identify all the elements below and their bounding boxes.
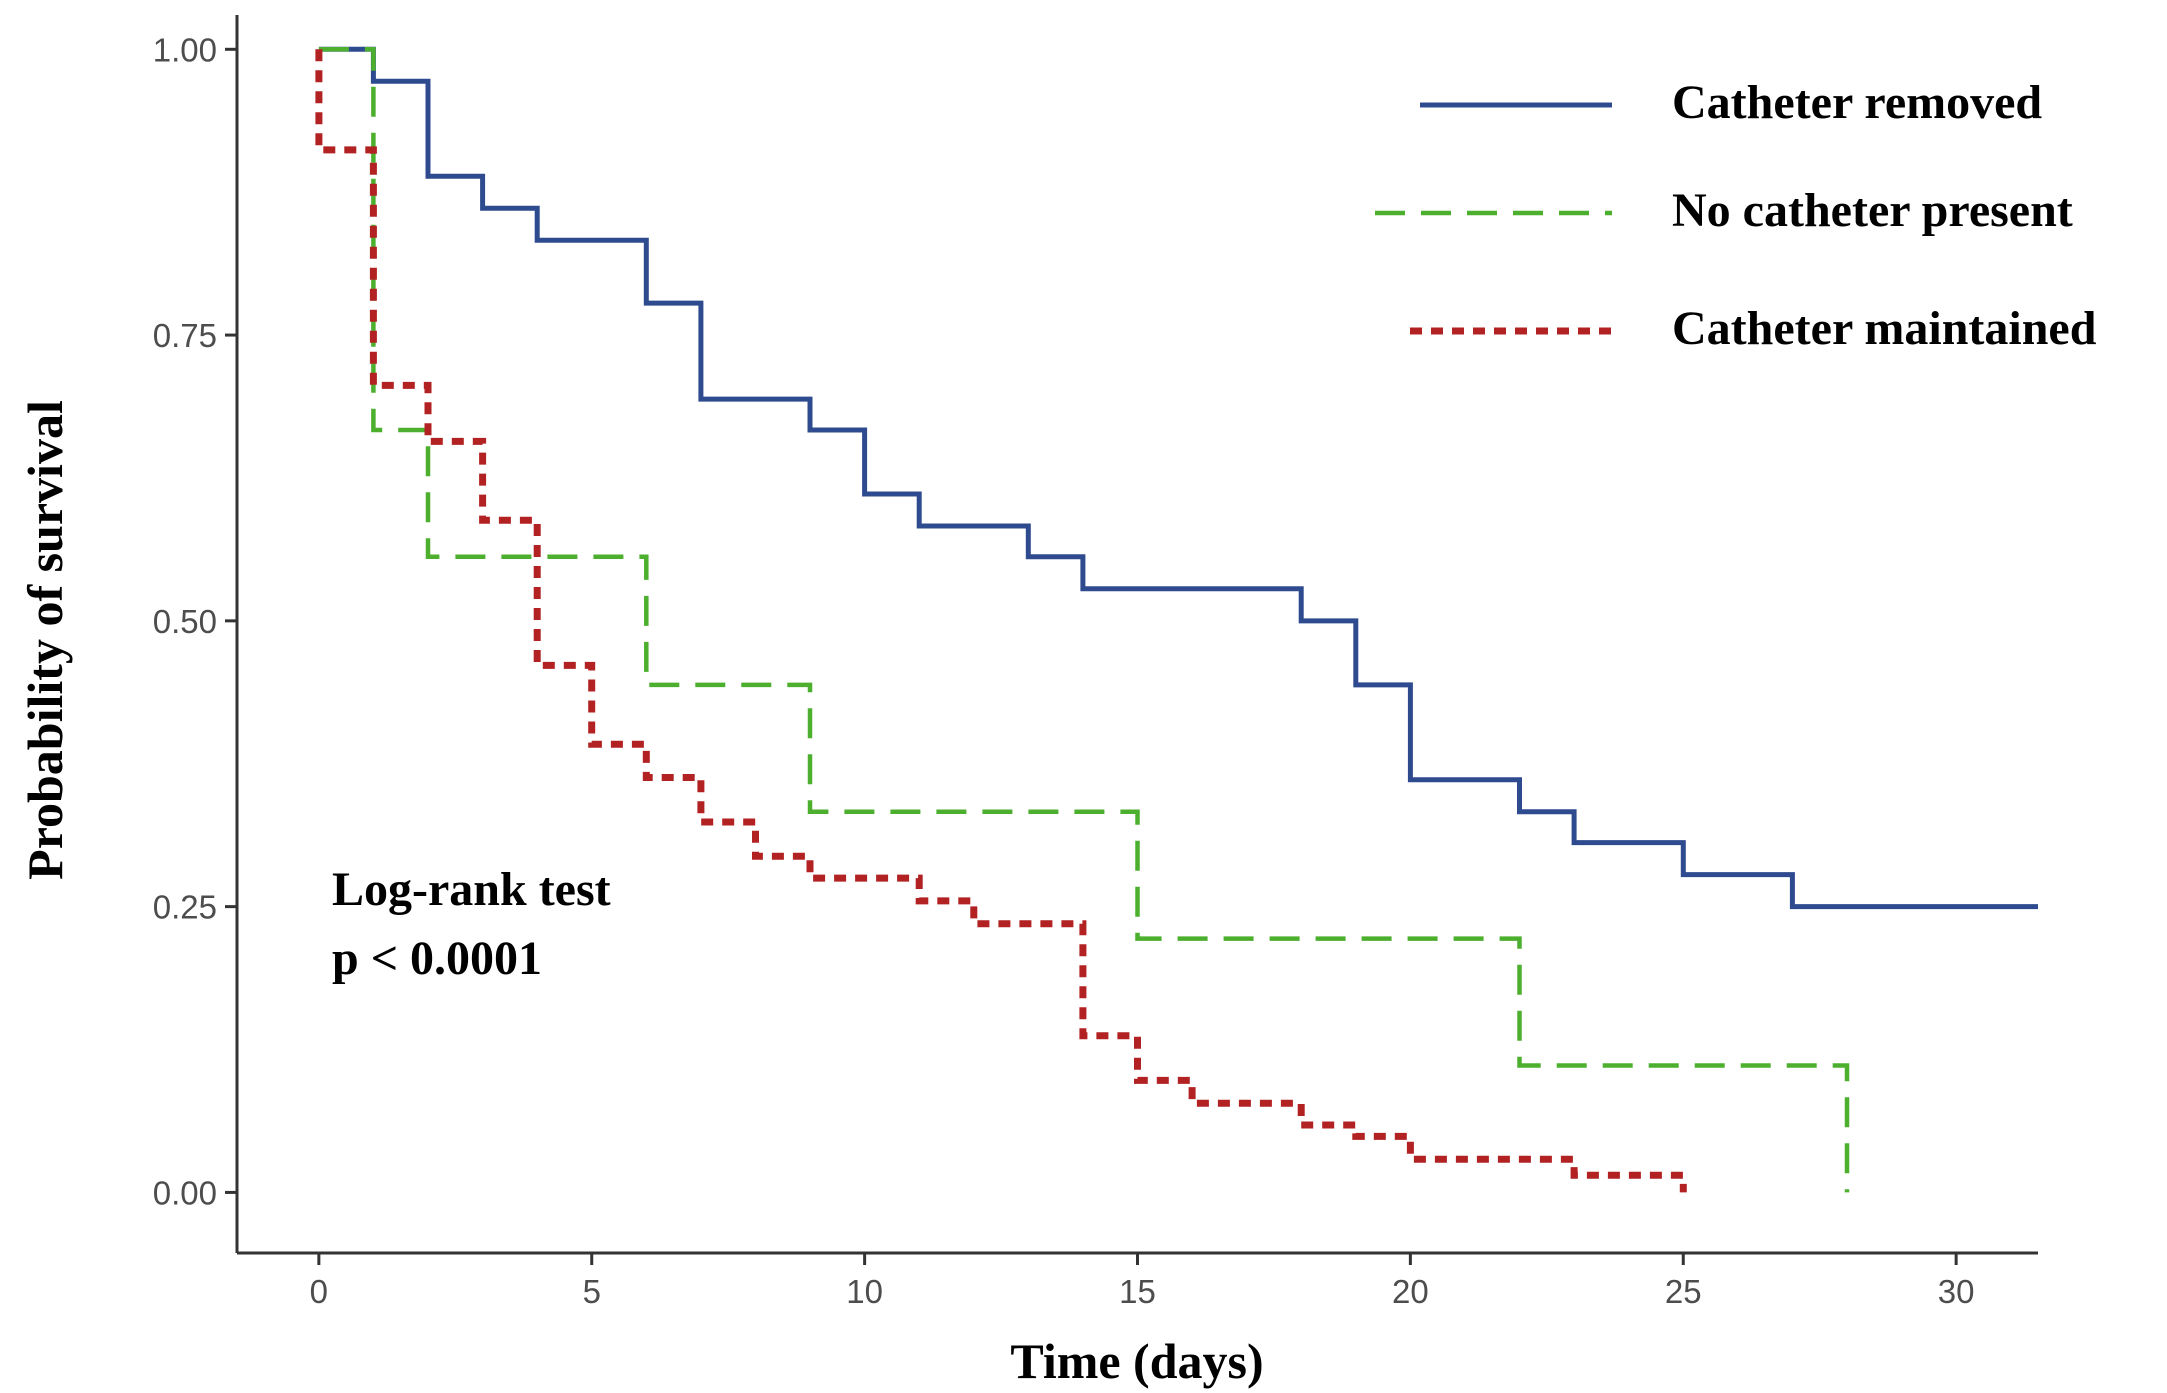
series-line-2 bbox=[318, 47, 1850, 1193]
ticks: 0 5 10 15 20 25 30 0.00 0.25 0.50 0.75 1.00 bbox=[153, 31, 1975, 1310]
legend-label-1: Catheter removed bbox=[1672, 76, 2042, 129]
series-line-1 bbox=[318, 46, 2038, 910]
y-axis-title: Probability of survival bbox=[17, 400, 73, 880]
x-tick-label: 15 bbox=[1119, 1273, 1156, 1310]
series-line-3 bbox=[315, 49, 1687, 1193]
p-value-annotation: p < 0.0001 bbox=[332, 932, 542, 985]
legend-label-3: Catheter maintained bbox=[1672, 302, 2097, 355]
y-tick-label: 0.75 bbox=[153, 317, 217, 354]
test-name-annotation: Log-rank test bbox=[332, 863, 611, 916]
y-tick-label: 0.25 bbox=[153, 889, 217, 926]
legend-label-2: No catheter present bbox=[1672, 184, 2073, 237]
x-tick-label: 5 bbox=[583, 1273, 601, 1310]
series-layer bbox=[315, 46, 2038, 1193]
x-tick-label: 25 bbox=[1665, 1273, 1702, 1310]
x-tick-label: 30 bbox=[1938, 1273, 1975, 1310]
y-tick-label: 0.50 bbox=[153, 603, 217, 640]
x-axis-title: Time (days) bbox=[1010, 1333, 1263, 1389]
y-tick-label: 0.00 bbox=[153, 1174, 217, 1211]
x-tick-label: 20 bbox=[1392, 1273, 1429, 1310]
y-tick-label: 1.00 bbox=[153, 31, 217, 68]
legend: Catheter removed No catheter present Cathe… bbox=[1375, 76, 2097, 355]
x-tick-label: 10 bbox=[846, 1273, 883, 1310]
x-tick-label: 0 bbox=[310, 1273, 328, 1310]
